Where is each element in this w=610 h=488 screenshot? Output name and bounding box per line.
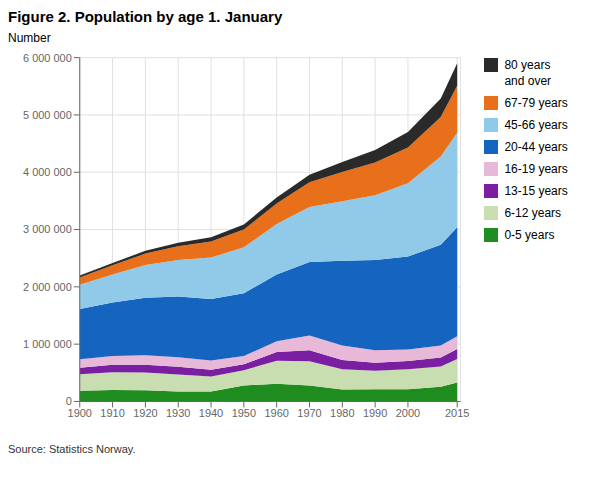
svg-text:1980: 1980 [330,407,354,419]
svg-text:1910: 1910 [100,407,124,419]
html-text:20-44 years: 20-44 years [504,140,568,154]
html-text:Number: Number [8,31,51,45]
svg-text:1900: 1900 [68,407,92,419]
svg-text:5 000 000: 5 000 000 [23,109,72,121]
svg-text:6 000 000: 6 000 000 [23,52,72,64]
svg-text:1930: 1930 [166,407,190,419]
svg-text:1940: 1940 [199,407,223,419]
svg-text:3 000 000: 3 000 000 [23,223,72,235]
html-text:6-12 years: 6-12 years [504,206,562,220]
svg-text:0: 0 [66,395,72,407]
html-text:67-79 years: 67-79 years [504,96,568,110]
html-text:Figure 2. Population by age 1.: Figure 2. Population by age 1. January [8,8,283,25]
svg-text:2 000 000: 2 000 000 [23,281,72,293]
html-text:13-15 years: 13-15 years [504,184,568,198]
html-text:16-19 years: 16-19 years [504,162,568,176]
html-text:Source: Statistics Norway.: Source: Statistics Norway. [8,443,136,455]
svg-text:1950: 1950 [232,407,256,419]
svg-text:4 000 000: 4 000 000 [23,166,72,178]
html-text:0-5 years: 0-5 years [504,228,555,242]
svg-text:2015: 2015 [445,407,469,419]
svg-text:2000: 2000 [396,407,420,419]
html-text:80 years: 80 years [504,58,551,72]
html-text:and over: and over [504,74,552,88]
svg-text:1920: 1920 [133,407,157,419]
svg-text:1 000 000: 1 000 000 [23,338,72,350]
svg-text:1960: 1960 [264,407,288,419]
svg-text:1970: 1970 [297,407,321,419]
svg-text:1990: 1990 [363,407,387,419]
html-text:45-66 years: 45-66 years [504,118,568,132]
